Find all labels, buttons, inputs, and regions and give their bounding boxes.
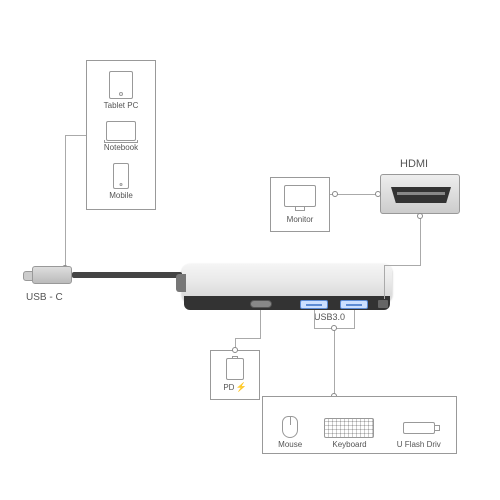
conn-pd-h [235, 338, 261, 339]
upstream-item-notebook: Notebook [104, 121, 138, 152]
pd-label: PD [223, 383, 234, 392]
monitor-icon [284, 185, 316, 207]
downstream-item-flash: U Flash Driv [397, 422, 441, 449]
conn-dot-usb-join [331, 325, 337, 331]
downstream-item-keyboard: Keyboard [324, 418, 374, 449]
conn-dot-pd [232, 347, 238, 353]
usbc-label: USB - C [26, 292, 63, 303]
conn-hdmi-h [384, 265, 420, 266]
upstream-item-tablet: Tablet PC [104, 71, 139, 110]
pd-box: PD ⚡ [210, 350, 260, 400]
flash-drive-icon [403, 422, 435, 434]
upstream-devices-box: Tablet PC Notebook Mobile [86, 60, 156, 210]
hub-usba-port-1 [300, 300, 328, 309]
cable [72, 272, 182, 278]
mobile-icon [113, 163, 129, 189]
lightning-icon: ⚡ [235, 382, 246, 393]
conn-upstream-v [65, 135, 66, 268]
downstream-devices-box: Mouse Keyboard U Flash Driv [262, 396, 457, 454]
conn-pd-v [260, 310, 261, 338]
usb30-label: USB3.0 [314, 312, 345, 322]
conn-usb-v1 [314, 310, 315, 328]
conn-usb-v2 [354, 310, 355, 328]
hdmi-label: HDMI [400, 158, 428, 170]
conn-hdmi-v [420, 214, 421, 266]
monitor-box: Monitor [270, 177, 330, 232]
hub-usbc-port [250, 300, 272, 308]
conn-upstream-h [65, 135, 86, 136]
tablet-icon [109, 71, 133, 99]
downstream-label-keyboard: Keyboard [332, 440, 366, 449]
hub-usba-port-2 [340, 300, 368, 309]
upstream-label-mobile: Mobile [109, 191, 133, 200]
downstream-label-mouse: Mouse [278, 440, 302, 449]
conn-dot-hdmi-left [375, 191, 381, 197]
notebook-icon [106, 121, 136, 141]
pd-icon [226, 358, 244, 380]
downstream-item-mouse: Mouse [278, 416, 302, 449]
downstream-label-flash: U Flash Driv [397, 440, 441, 449]
conn-usb-v3 [334, 328, 335, 396]
usbc-plug [32, 266, 72, 284]
upstream-label-notebook: Notebook [104, 143, 138, 152]
upstream-item-mobile: Mobile [109, 163, 133, 200]
mouse-icon [282, 416, 298, 438]
conn-dot-hdmi-bottom [417, 213, 423, 219]
conn-dot-monitor-right [332, 191, 338, 197]
monitor-label: Monitor [287, 215, 314, 224]
upstream-label-tablet: Tablet PC [104, 101, 139, 110]
keyboard-icon [324, 418, 374, 438]
conn-hdmi-v2 [384, 265, 385, 299]
hub-hdmi-port [378, 300, 388, 308]
upstream-list: Tablet PC Notebook Mobile [87, 61, 155, 209]
hdmi-connector [380, 174, 460, 214]
